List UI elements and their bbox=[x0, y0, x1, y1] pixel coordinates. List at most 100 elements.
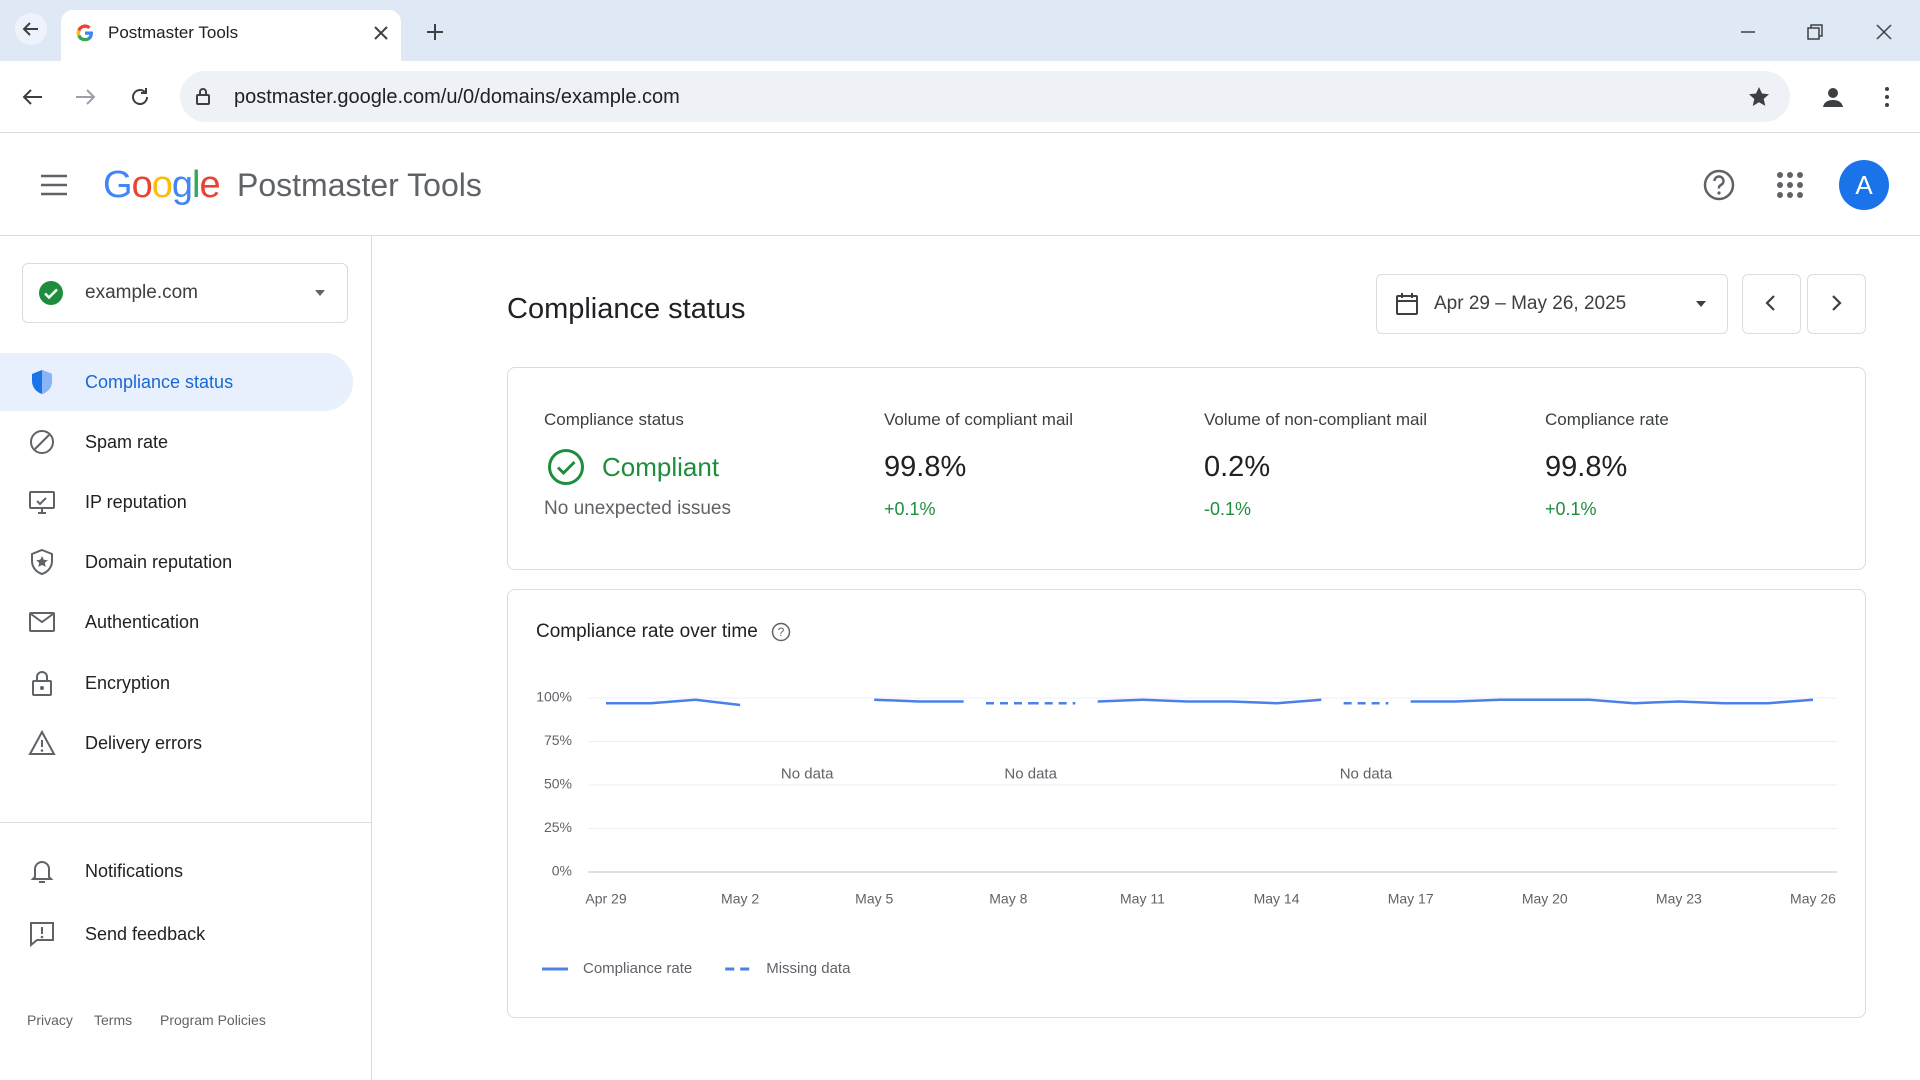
footer-link[interactable]: Privacy bbox=[27, 1012, 73, 1028]
y-tick-label: 25% bbox=[544, 819, 572, 835]
nav-label: Compliance status bbox=[85, 371, 234, 392]
summary-change: -0.1% bbox=[1204, 498, 1252, 519]
y-tick-label: 50% bbox=[544, 776, 572, 792]
x-tick-label: May 17 bbox=[1388, 891, 1434, 907]
sidebar-divider bbox=[371, 235, 372, 1080]
browser-menu[interactable] bbox=[1874, 84, 1900, 110]
nav-label: Delivery errors bbox=[85, 732, 203, 753]
product-name: Postmaster Tools bbox=[237, 166, 482, 203]
chart-help-icon[interactable]: ? bbox=[771, 622, 791, 642]
x-tick-label: May 11 bbox=[1120, 891, 1165, 907]
minimize-button[interactable] bbox=[1736, 20, 1760, 44]
url-text: postmaster.google.com/u/0/domains/exampl… bbox=[234, 85, 680, 108]
previous-icon bbox=[1765, 295, 1775, 311]
nav-icon bbox=[30, 922, 54, 948]
tab-close[interactable] bbox=[370, 22, 392, 44]
summary-label: Compliance rate bbox=[1545, 410, 1669, 429]
next-icon bbox=[1832, 295, 1842, 311]
compliant-icon bbox=[548, 449, 584, 485]
x-tick-label: May 26 bbox=[1790, 891, 1836, 907]
previous-period-button[interactable] bbox=[1742, 274, 1801, 334]
footer-link[interactable]: Program Policies bbox=[160, 1012, 266, 1028]
summary-change: +0.1% bbox=[884, 498, 936, 519]
nav-label: Send feedback bbox=[85, 923, 206, 944]
summary-label: Volume of non-compliant mail bbox=[1204, 410, 1428, 429]
no-data-annotation: No data bbox=[781, 766, 834, 783]
summary-card bbox=[507, 367, 1866, 570]
apps-button[interactable] bbox=[1775, 170, 1805, 200]
nav-label: Authentication bbox=[85, 611, 200, 632]
close-window-button[interactable] bbox=[1872, 20, 1896, 44]
nav-item[interactable]: Authentication bbox=[0, 593, 353, 651]
x-tick-label: May 20 bbox=[1522, 891, 1568, 907]
svg-text:?: ? bbox=[778, 625, 785, 639]
y-tick-label: 0% bbox=[552, 863, 572, 879]
tab-back-button[interactable] bbox=[14, 12, 48, 46]
forward-button[interactable] bbox=[72, 84, 98, 110]
x-tick-label: May 8 bbox=[989, 891, 1027, 907]
chart-title: Compliance rate over time bbox=[536, 621, 758, 642]
logo-letter: e bbox=[199, 163, 220, 206]
active-tab[interactable] bbox=[61, 10, 401, 61]
chart: Compliance rate over time ? 0% 25% 50% 75% 1… bbox=[536, 621, 1837, 977]
account-avatar[interactable]: A bbox=[1839, 160, 1889, 210]
nav-icon bbox=[29, 491, 55, 514]
nav-item[interactable]: Delivery errors bbox=[0, 714, 353, 772]
date-range-picker[interactable] bbox=[1376, 274, 1728, 334]
no-data-annotation: No data bbox=[1004, 766, 1057, 783]
x-tick-label: Apr 29 bbox=[585, 891, 626, 907]
nav-label: Encryption bbox=[85, 672, 171, 693]
nav-item-active[interactable]: Compliance status bbox=[0, 353, 353, 411]
nav-icon bbox=[30, 430, 54, 454]
nav-item[interactable]: Encryption bbox=[0, 654, 353, 712]
y-tick-label: 100% bbox=[536, 689, 572, 705]
legend-label: Compliance rate bbox=[583, 960, 692, 977]
page-title: Compliance status bbox=[507, 292, 746, 325]
sidebar-section-divider bbox=[0, 822, 371, 823]
summary-change: +0.1% bbox=[1545, 498, 1597, 519]
menu-button[interactable] bbox=[38, 170, 70, 200]
logo-letter: o bbox=[131, 163, 153, 206]
browser-divider bbox=[0, 132, 1920, 133]
reload-button[interactable] bbox=[127, 84, 153, 110]
new-tab-button[interactable] bbox=[423, 20, 447, 44]
nav-item[interactable]: IP reputation bbox=[0, 473, 353, 531]
nav-item[interactable]: Notifications bbox=[0, 842, 353, 900]
legend-label: Missing data bbox=[766, 960, 851, 977]
compliance-line bbox=[606, 698, 1814, 707]
logo-letter: o bbox=[151, 163, 173, 206]
compliance-state: Compliant bbox=[602, 451, 720, 482]
compliance-note: No unexpected issues bbox=[544, 498, 731, 519]
url-box[interactable] bbox=[180, 71, 1790, 122]
summary-value: 99.8% bbox=[1545, 450, 1628, 483]
x-tick-label: May 23 bbox=[1656, 891, 1702, 907]
profile-icon[interactable] bbox=[1820, 84, 1846, 110]
nav-icon bbox=[32, 671, 52, 696]
nav-label: Domain reputation bbox=[85, 551, 233, 572]
next-period-button[interactable] bbox=[1807, 274, 1866, 334]
nav-icon bbox=[32, 370, 52, 394]
summary-label: Compliance status bbox=[544, 410, 684, 429]
logo-letter: G bbox=[103, 163, 133, 206]
nav-item[interactable]: Send feedback bbox=[0, 905, 353, 963]
help-button[interactable] bbox=[1702, 168, 1736, 202]
lock-icon bbox=[196, 88, 210, 105]
nav-label: Notifications bbox=[85, 860, 184, 881]
back-button[interactable] bbox=[20, 84, 46, 110]
nav-label: Spam rate bbox=[85, 431, 169, 452]
footer-link[interactable]: Terms bbox=[94, 1012, 133, 1028]
x-tick-label: May 14 bbox=[1254, 891, 1300, 907]
domain-selector[interactable] bbox=[22, 263, 348, 323]
nav-item[interactable]: Domain reputation bbox=[0, 533, 353, 591]
nav-icon bbox=[29, 612, 55, 632]
restore-button[interactable] bbox=[1803, 20, 1827, 44]
date-range: Apr 29 – May 26, 2025 bbox=[1434, 293, 1627, 314]
tab-favicon bbox=[76, 24, 93, 42]
logo-letter: l bbox=[191, 163, 201, 206]
domain-verified-icon bbox=[39, 281, 63, 305]
bookmark-star[interactable] bbox=[1746, 84, 1772, 110]
nav-item[interactable]: Spam rate bbox=[0, 413, 353, 471]
